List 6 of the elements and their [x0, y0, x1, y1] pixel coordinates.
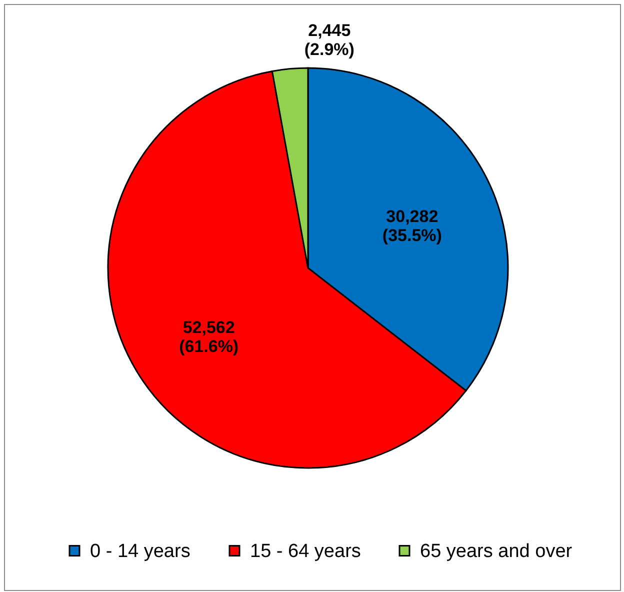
legend-label: 65 years and over — [420, 540, 573, 562]
data-label: 30,282 (35.5%) — [382, 206, 442, 245]
legend-label: 0 - 14 years — [90, 540, 190, 562]
legend-label: 15 - 64 years — [250, 540, 361, 562]
data-label: 2,445 (2.9%) — [304, 20, 354, 59]
data-label: 52,562 (61.6%) — [179, 318, 239, 356]
